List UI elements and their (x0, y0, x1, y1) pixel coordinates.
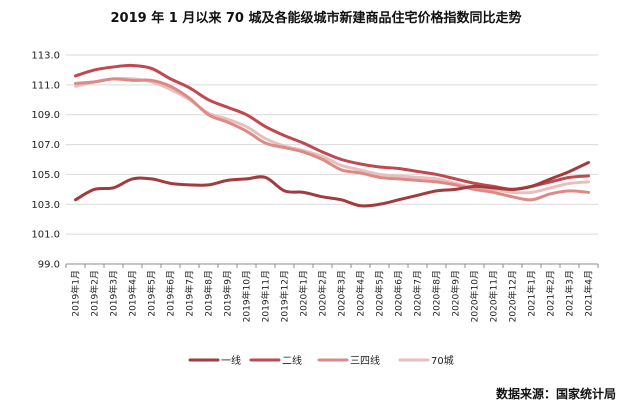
x-tick-label: 2019年1月 (70, 270, 82, 317)
legend-label: 70城 (431, 355, 454, 367)
x-tick-label: 2020年10月 (469, 270, 481, 322)
y-tick-label: 103.0 (31, 200, 60, 211)
y-tick-label: 107.0 (31, 140, 60, 151)
legend-label: 二线 (282, 354, 302, 367)
x-tick-label: 2019年5月 (146, 270, 158, 317)
x-tick-label: 2020年12月 (507, 270, 519, 322)
x-tick-label: 2019年10月 (241, 270, 253, 322)
y-axis: 99.0 101.0 103.0 105.0 107.0 109.0 111.0 113.0 (31, 51, 60, 271)
x-tick-label: 2021年3月 (564, 270, 576, 317)
y-tick-label: 99.0 (38, 260, 60, 271)
y-tick-label: 113.0 (31, 51, 60, 62)
y-tick-label: 111.0 (31, 80, 60, 91)
y-tick-label: 101.0 (31, 230, 60, 241)
legend-label: 三四线 (350, 354, 380, 367)
x-tick-label: 2019年3月 (108, 270, 120, 317)
x-tick-label: 2021年1月 (526, 270, 538, 317)
x-tick-label: 2020年2月 (317, 270, 329, 317)
x-tick-label: 2019年4月 (127, 270, 139, 317)
series-lines (74, 63, 590, 208)
x-tick-label: 2020年4月 (355, 270, 367, 317)
x-tick-label: 2020年1月 (298, 270, 310, 317)
x-tick-label: 2021年4月 (583, 270, 595, 317)
series-line-1 (74, 63, 590, 191)
legend-label: 一线 (221, 354, 241, 367)
series-line-2 (74, 77, 590, 202)
x-tick-label: 2020年6月 (393, 270, 405, 317)
chart-title: 2019 年 1 月以来 70 城及各能级城市新建商品住宅价格指数同比走势 (111, 10, 522, 26)
x-tick-label: 2020年11月 (488, 270, 500, 322)
x-tick-label: 2021年2月 (545, 270, 557, 317)
x-tick-label: 2020年7月 (412, 270, 424, 317)
x-tick-label: 2020年5月 (374, 270, 386, 317)
x-axis: 2019年1月 2019年2月 2019年3月 2019年4月 2019年5月 2019年… (65, 263, 599, 322)
x-tick-label: 2019年8月 (203, 270, 215, 317)
source-note: 数据来源：国家统计局 (496, 386, 616, 401)
y-tick-label: 105.0 (31, 170, 60, 181)
x-tick-label: 2019年7月 (184, 270, 196, 317)
x-tick-label: 2019年12月 (279, 270, 291, 322)
x-tick-label: 2020年9月 (450, 270, 462, 317)
x-tick-label: 2019年9月 (222, 270, 234, 317)
x-tick-label: 2019年11月 (260, 270, 272, 322)
y-tick-label: 109.0 (31, 110, 60, 121)
gridlines (66, 54, 598, 235)
series-line-3 (74, 77, 590, 195)
x-tick-label: 2020年8月 (431, 270, 443, 317)
legend: 一线 二线 三四线 70城 (188, 354, 454, 367)
series-line-0 (74, 160, 590, 208)
x-tick-label: 2019年6月 (165, 270, 177, 317)
x-tick-label: 2019年2月 (89, 270, 101, 317)
x-tick-label: 2020年3月 (336, 270, 348, 317)
